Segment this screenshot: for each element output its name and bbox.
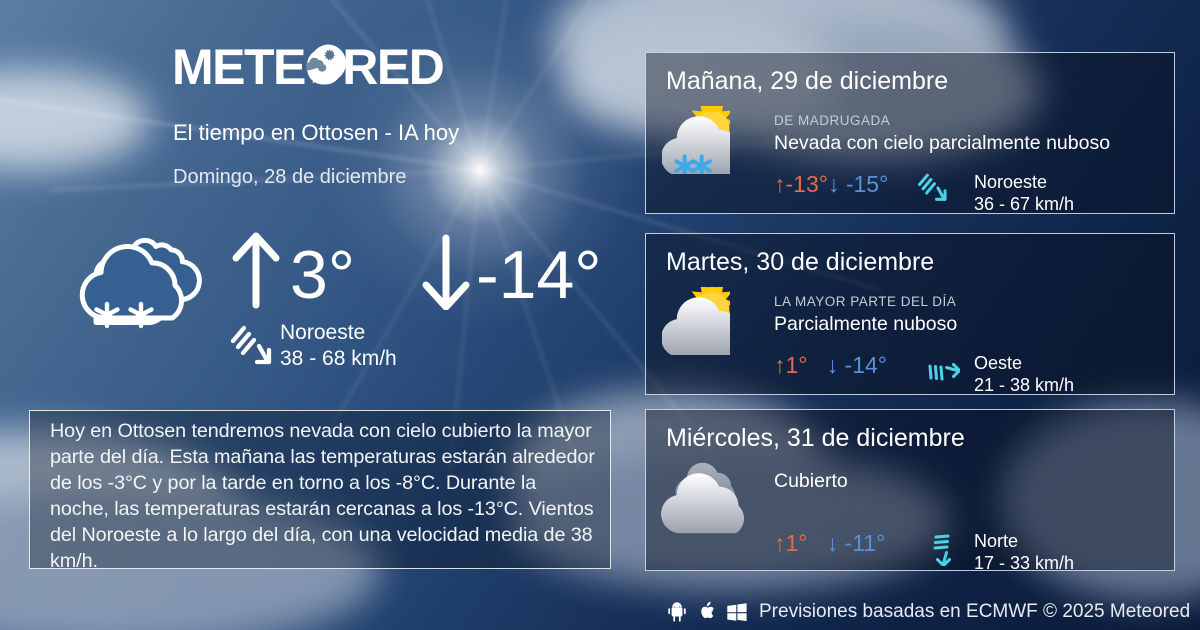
svg-text:3°: 3°	[290, 237, 355, 310]
svg-text:-14°: -14°	[476, 237, 601, 310]
